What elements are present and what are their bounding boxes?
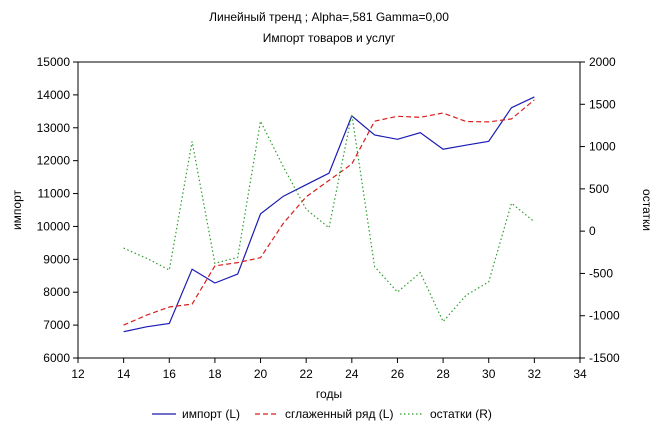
x-tick-label: 34 <box>573 367 587 381</box>
x-tick-label: 18 <box>208 367 222 381</box>
series-line-2 <box>123 99 535 326</box>
legend-label-2: сглаженный ряд (L) <box>285 407 393 421</box>
x-tick-label: 22 <box>300 367 314 381</box>
y-left-tick-label: 14000 <box>37 88 71 102</box>
x-tick-label: 12 <box>71 367 85 381</box>
y-right-tick-label: 500 <box>589 182 609 196</box>
plot-area <box>77 61 581 359</box>
y-left-tick-label: 15000 <box>37 55 71 69</box>
chart-subtitle: Импорт товаров и услуг <box>263 31 396 45</box>
x-axis-label: годы <box>316 387 342 401</box>
x-tick-label: 30 <box>482 367 496 381</box>
x-tick-label: 32 <box>528 367 542 381</box>
y-right-tick-label: 0 <box>589 224 596 238</box>
series-line-1 <box>123 96 535 333</box>
chart-title: Линейный тренд ; Alpha=,581 Gamma=0,00 <box>209 10 449 24</box>
y-axis-left-label: импорт <box>10 189 24 230</box>
legend: импорт (L) сглаженный ряд (L) остатки (R) <box>152 407 492 421</box>
y-left-tick-label: 8000 <box>43 285 70 299</box>
y-left-tick-label: 7000 <box>43 318 70 332</box>
y-right-tick-label: -1000 <box>589 309 620 323</box>
y-left-tick-label: 10000 <box>37 219 71 233</box>
y-right-tick-label: 2000 <box>589 55 616 69</box>
y-left-tick-label: 11000 <box>38 187 71 201</box>
y-left-tick-label: 9000 <box>43 252 70 266</box>
x-tick-label: 14 <box>117 367 131 381</box>
y-axis-left: 6000 7000 8000 9000 10000 11000 12000 13000 1400… <box>37 55 78 365</box>
y-right-tick-label: -1500 <box>589 351 620 365</box>
series-line-3 <box>123 114 535 323</box>
y-right-tick-label: 1000 <box>589 140 616 154</box>
y-left-tick-label: 12000 <box>37 154 71 168</box>
x-tick-label: 20 <box>254 367 268 381</box>
legend-label-1: импорт (L) <box>182 407 240 421</box>
legend-label-3: остатки (R) <box>430 407 492 421</box>
y-axis-right-label: остатки <box>640 189 654 231</box>
y-right-tick-label: -500 <box>589 266 613 280</box>
y-axis-right: -1500 -1000 -500 0 500 1000 1500 2000 <box>580 55 620 365</box>
x-tick-label: 16 <box>163 367 177 381</box>
y-right-tick-label: 1500 <box>589 97 616 111</box>
series-layer <box>123 96 535 333</box>
y-left-tick-label: 13000 <box>37 121 71 135</box>
x-tick-label: 26 <box>391 367 405 381</box>
y-left-tick-label: 6000 <box>43 351 70 365</box>
x-axis: 12 14 16 18 20 22 24 26 28 30 32 34 <box>71 358 587 381</box>
x-tick-label: 24 <box>345 367 359 381</box>
x-tick-label: 28 <box>436 367 450 381</box>
